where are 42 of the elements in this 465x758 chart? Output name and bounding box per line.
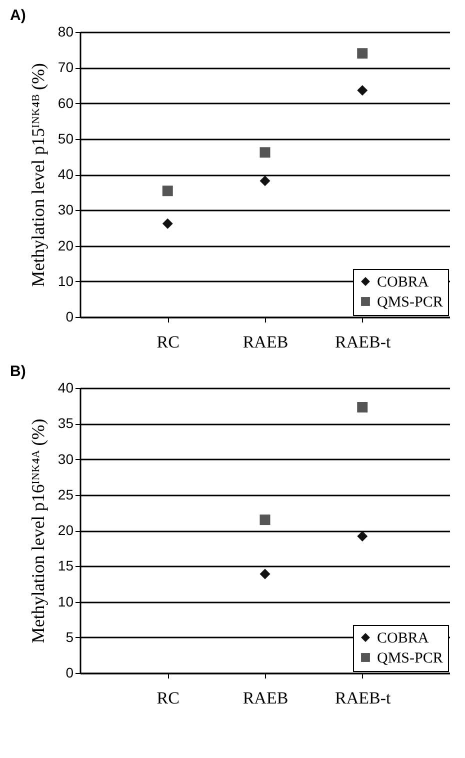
y-tick-label: 0: [66, 664, 74, 680]
y-axis-title: Methylation level p15ᴵᴺᴷ⁴ᴮ (%): [28, 63, 48, 287]
point: [260, 147, 270, 158]
y-tick-label: 60: [58, 94, 74, 111]
x-tick-label: RC: [156, 332, 180, 352]
legend-label: QMS-PCR: [377, 650, 443, 666]
y-tick-label: 20: [58, 237, 74, 254]
y-tick-label: 10: [58, 272, 74, 289]
point: [357, 530, 368, 542]
chart-title: B): [10, 363, 26, 380]
point: [260, 568, 270, 580]
y-tick-label: 10: [58, 593, 74, 610]
y-tick-label: 30: [58, 202, 74, 218]
x-tick-label: RAEB: [242, 332, 288, 352]
point: [357, 85, 368, 96]
x-tick-label: RAEB-t: [335, 332, 391, 352]
y-tick-label: 0: [66, 308, 74, 324]
x-tick-label: RAEB-t: [335, 688, 391, 708]
y-tick-label: 5: [66, 628, 74, 645]
y-tick-label: 40: [58, 380, 74, 396]
point: [357, 402, 368, 412]
legend-label: COBRA: [377, 630, 429, 646]
point: [357, 48, 368, 59]
chart-title: A): [10, 7, 26, 24]
x-tick-label: RAEB: [242, 688, 288, 708]
y-tick-label: 15: [58, 558, 74, 574]
y-tick-label: 50: [58, 130, 74, 146]
y-tick-label: 80: [58, 24, 74, 40]
point: [162, 186, 173, 196]
y-tick-label: 40: [58, 166, 74, 182]
legend-label: QMS-PCR: [377, 294, 443, 310]
point: [260, 176, 270, 186]
legend-label: COBRA: [377, 274, 429, 290]
point: [162, 218, 173, 229]
y-tick-label: 20: [58, 522, 74, 538]
point: [260, 514, 270, 526]
y-tick-label: 35: [58, 415, 74, 432]
y-tick-label: 25: [58, 486, 74, 502]
y-axis-title: Methylation level p16ᴵᴺᴷ⁴ᴬ (%): [28, 418, 48, 644]
x-tick-label: RC: [156, 688, 180, 708]
y-tick-label: 70: [58, 59, 74, 76]
y-tick-label: 30: [58, 450, 74, 467]
